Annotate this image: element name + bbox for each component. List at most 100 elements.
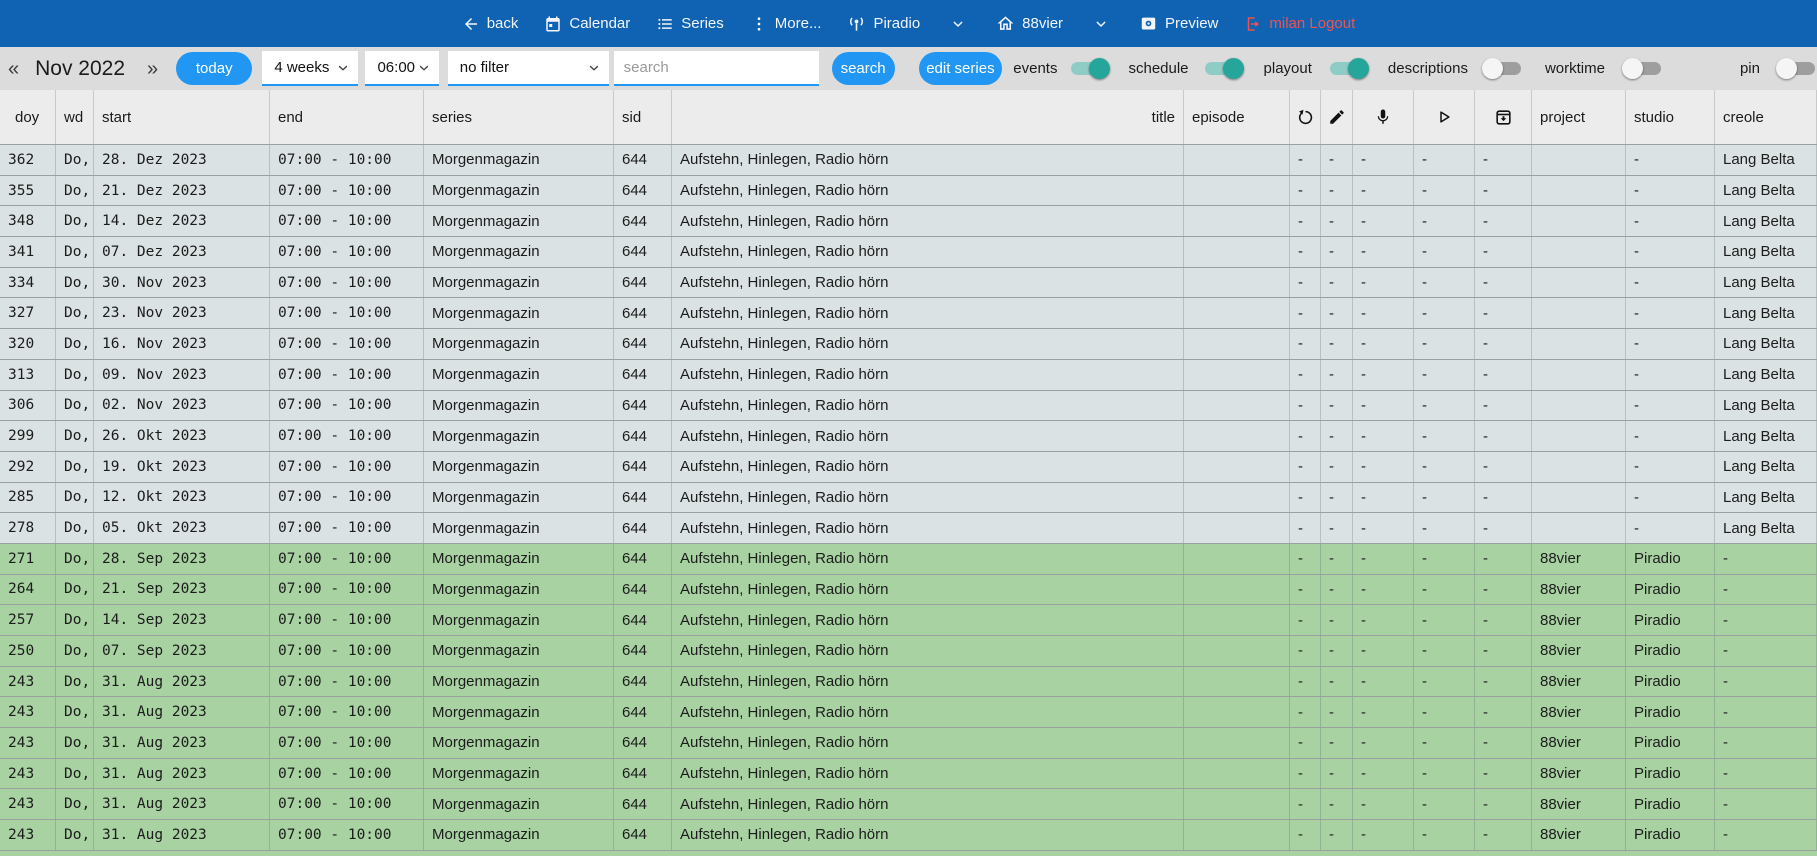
cell-archive: - [1475, 543, 1532, 574]
cell-play: - [1414, 697, 1475, 728]
logout-button[interactable]: milan Logout [1244, 15, 1355, 33]
table-row[interactable]: 327 Do, 23. Nov 2023 07:00 - 10:00 Morgenmag… [0, 297, 1817, 329]
cell-title: Aufstehn, Hinlegen, Radio hörn [672, 513, 1184, 543]
cell-title: Aufstehn, Hinlegen, Radio hörn [672, 267, 1184, 298]
nav-more[interactable]: More... [750, 15, 821, 33]
table-row[interactable]: 257 Do, 14. Sep 2023 07:00 - 10:00 Morgenmag… [0, 604, 1817, 635]
edit-icon [1321, 90, 1353, 144]
cell-undo: - [1290, 758, 1321, 789]
next-month-button[interactable]: » [147, 57, 159, 80]
time-select[interactable]: 06:00 [365, 51, 439, 86]
cell-series: Morgenmagazin [424, 728, 614, 758]
cell-project: 88vier [1532, 758, 1626, 789]
table-row[interactable]: 320 Do, 16. Nov 2023 07:00 - 10:00 Morgenmag… [0, 328, 1817, 359]
cell-sid: 644 [614, 636, 672, 666]
header-episode: episode [1184, 90, 1290, 144]
cell-episode [1184, 451, 1290, 482]
preview-icon [1139, 14, 1158, 33]
chevron-down-icon [589, 65, 598, 70]
edit-series-button[interactable]: edit series [918, 52, 1003, 85]
schedule-toggle[interactable] [1203, 58, 1244, 79]
table-row[interactable]: 271 Do, 28. Sep 2023 07:00 - 10:00 Morgenmag… [0, 542, 1817, 574]
cell-wd: Do, [56, 513, 94, 543]
search-button[interactable]: search [831, 52, 895, 85]
nav-preview[interactable]: Preview [1139, 14, 1218, 33]
cell-wd: Do, [56, 359, 94, 390]
cell-play: - [1414, 298, 1475, 329]
cell-edit: - [1321, 574, 1353, 605]
cell-undo: - [1290, 636, 1321, 666]
cell-series: Morgenmagazin [424, 543, 614, 574]
cell-project [1532, 237, 1626, 267]
cell-studio: Piradio [1626, 574, 1715, 605]
cell-episode [1184, 605, 1290, 635]
cell-archive: - [1475, 697, 1532, 728]
cell-undo: - [1290, 421, 1321, 451]
cell-doy: 334 [0, 267, 56, 298]
cell-end: 07:00 - 10:00 [270, 206, 424, 237]
site-dropdown-chevron[interactable] [1093, 16, 1109, 32]
table-row[interactable]: 278 Do, 05. Okt 2023 07:00 - 10:00 Morgenmag… [0, 512, 1817, 543]
cell-doy: 306 [0, 390, 56, 421]
weeks-select[interactable]: 4 weeks [262, 51, 359, 86]
table-row[interactable]: 243 Do, 31. Aug 2023 07:00 - 10:00 Morgenmag… [0, 696, 1817, 728]
table-row[interactable]: 243 Do, 31. Aug 2023 07:00 - 10:00 Morgenmag… [0, 788, 1817, 820]
events-toggle[interactable] [1069, 58, 1111, 79]
table-row[interactable]: 313 Do, 09. Nov 2023 07:00 - 10:00 Morgenmag… [0, 358, 1817, 390]
cell-start: 26. Okt 2023 [94, 421, 270, 451]
cell-record: - [1353, 267, 1414, 298]
back-button[interactable]: back [462, 15, 518, 33]
nav-site[interactable]: 88vier [996, 14, 1063, 33]
chevron-down-icon [339, 65, 348, 70]
search-input[interactable] [613, 51, 819, 86]
header-project: project [1532, 90, 1626, 144]
cell-edit: - [1321, 728, 1353, 758]
table-row[interactable]: 348 Do, 14. Dez 2023 07:00 - 10:00 Morgenmag… [0, 205, 1817, 237]
table-row[interactable]: 285 Do, 12. Okt 2023 07:00 - 10:00 Morgenmag… [0, 481, 1817, 513]
cell-project [1532, 267, 1626, 298]
nav-series[interactable]: Series [656, 15, 724, 33]
table-row[interactable]: 250 Do, 07. Sep 2023 07:00 - 10:00 Morgenmag… [0, 635, 1817, 666]
table-row[interactable]: 341 Do, 07. Dez 2023 07:00 - 10:00 Morgenmag… [0, 236, 1817, 267]
filter-select[interactable]: no filter [447, 51, 609, 86]
table-row[interactable]: 243 Do, 31. Aug 2023 07:00 - 10:00 Morgenmag… [0, 819, 1817, 850]
table-row[interactable]: 264 Do, 21. Sep 2023 07:00 - 10:00 Morgenmag… [0, 573, 1817, 605]
header-sid: sid [614, 90, 672, 144]
cell-end: 07:00 - 10:00 [270, 666, 424, 697]
cell-episode [1184, 298, 1290, 329]
table-row[interactable]: 243 Do, 31. Aug 2023 07:00 - 10:00 Morgenmag… [0, 757, 1817, 789]
table-row[interactable]: 243 Do, 31. Aug 2023 07:00 - 10:00 Morgenmag… [0, 665, 1817, 697]
cell-record: - [1353, 145, 1414, 175]
prev-month-button[interactable]: « [8, 57, 20, 80]
cell-record: - [1353, 175, 1414, 206]
worktime-toggle[interactable] [1621, 58, 1663, 79]
nav-calendar[interactable]: Calendar [544, 15, 630, 33]
today-button[interactable]: today [176, 52, 253, 85]
cell-wd: Do, [56, 175, 94, 206]
station-dropdown-chevron[interactable] [950, 16, 966, 32]
table-row[interactable]: 299 Do, 26. Okt 2023 07:00 - 10:00 Morgenmag… [0, 420, 1817, 451]
cell-studio: Piradio [1626, 758, 1715, 789]
cell-start: 31. Aug 2023 [94, 666, 270, 697]
nav-station[interactable]: Piradio [847, 14, 920, 33]
table-row[interactable]: 243 Do, 31. Aug 2023 07:00 - 10:00 Morgenmag… [0, 727, 1817, 758]
table-row[interactable]: 362 Do, 28. Dez 2023 07:00 - 10:00 Morgenmag… [0, 144, 1817, 175]
cell-creole: - [1715, 758, 1817, 789]
table-row[interactable]: 292 Do, 19. Okt 2023 07:00 - 10:00 Morgenmag… [0, 450, 1817, 482]
header-doy: doy [0, 90, 56, 144]
cell-project [1532, 175, 1626, 206]
cell-doy: 264 [0, 574, 56, 605]
cell-creole: - [1715, 605, 1817, 635]
cell-start: 07. Sep 2023 [94, 636, 270, 666]
cell-title: Aufstehn, Hinlegen, Radio hörn [672, 697, 1184, 728]
cell-record: - [1353, 574, 1414, 605]
cell-title: Aufstehn, Hinlegen, Radio hörn [672, 543, 1184, 574]
table-row[interactable]: 334 Do, 30. Nov 2023 07:00 - 10:00 Morgenmag… [0, 266, 1817, 298]
descriptions-toggle[interactable] [1481, 58, 1523, 79]
table-row[interactable]: 355 Do, 21. Dez 2023 07:00 - 10:00 Morgenmag… [0, 174, 1817, 206]
playout-toggle[interactable] [1328, 58, 1369, 79]
cell-doy: 243 [0, 697, 56, 728]
table-row[interactable]: 306 Do, 02. Nov 2023 07:00 - 10:00 Morgenmag… [0, 389, 1817, 421]
cell-series: Morgenmagazin [424, 758, 614, 789]
pin-toggle[interactable] [1776, 58, 1817, 79]
